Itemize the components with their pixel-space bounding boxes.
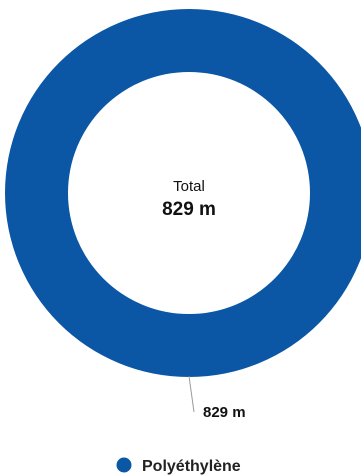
donut-center-total: 829 m [162,199,216,220]
slice-leader-line [188,375,195,413]
donut-slices [5,9,361,377]
donut-center-label: Total [173,178,205,195]
slice-data-label: 829 m [203,404,246,421]
legend-label-polyethylene[interactable]: Polyéthylène [142,458,241,475]
legend: Polyéthylène [116,457,241,475]
legend-swatch-polyethylene [116,457,132,473]
donut-slice-0[interactable] [5,9,361,377]
